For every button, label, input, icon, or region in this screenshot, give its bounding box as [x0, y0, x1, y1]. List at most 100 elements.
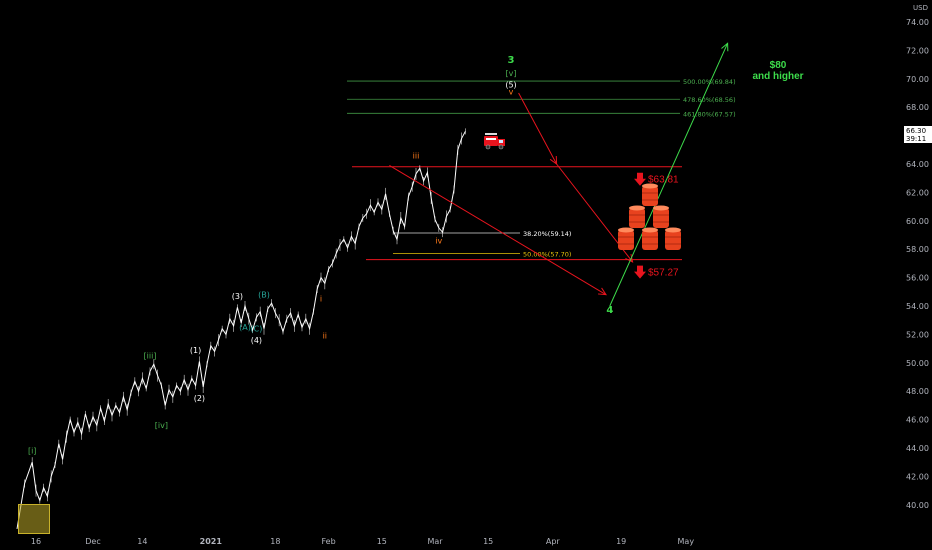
down-arrow-icon [634, 172, 646, 186]
barrel-top [618, 227, 634, 233]
wave-label: (5) [505, 80, 516, 89]
y-tick-label: 50.00 [906, 359, 929, 368]
oil-barrel-icon [618, 227, 634, 250]
barrel-body [629, 208, 645, 228]
last-price-countdown: 39:11 [906, 135, 927, 143]
truck-wheel [498, 144, 504, 150]
fib-level-label: 500.00%(69.84) [683, 78, 736, 86]
highlight-box [18, 504, 50, 534]
price-series [16, 128, 466, 529]
oil-barrel-icon [642, 227, 658, 250]
truck-window [499, 140, 503, 143]
wave-label: [iv] [155, 421, 168, 430]
y-tick-label: 70.00 [906, 75, 929, 84]
y-tick-label: 68.00 [906, 103, 929, 112]
wave-label: iii [413, 151, 420, 160]
oil-barrel-icon [653, 205, 669, 228]
x-tick-label: 15 [483, 537, 493, 546]
y-tick-label: 62.00 [906, 188, 929, 197]
oil-barrels-icon [618, 183, 681, 250]
oil-barrel-icon [642, 183, 658, 206]
barrel-body [642, 186, 658, 206]
wave-label: i [320, 295, 322, 304]
x-tick-label: 19 [616, 537, 626, 546]
wave-label: (B) [258, 290, 270, 299]
arrowhead-icon [721, 42, 729, 52]
wave-label: [i] [28, 447, 36, 456]
wave-label: (C) [250, 325, 262, 334]
y-tick-label: 52.00 [906, 330, 929, 339]
x-tick-label: Dec [85, 537, 100, 546]
x-tick-label: May [678, 537, 695, 546]
wave-label: (3) [232, 292, 243, 301]
barrel-body [653, 208, 669, 228]
oil-barrel-icon [665, 227, 681, 250]
last-price-badge: 66.30 39:11 [904, 126, 932, 143]
x-tick-label: 2021 [200, 537, 223, 546]
x-tick-label: Feb [322, 537, 336, 546]
fib-level-label: 38.20%(59.14) [523, 230, 571, 238]
wave-label: 3 [508, 55, 515, 66]
wave-label: 4 [606, 305, 613, 316]
y-tick-label: 72.00 [906, 46, 929, 55]
currency-label: USD [913, 4, 928, 12]
wave-label: iv [435, 237, 442, 246]
y-tick-label: 42.00 [906, 472, 929, 481]
level-lines: 500.00%(69.84) 478.60%(68.56) 461.80%(67.5… [347, 78, 736, 279]
barrel-top [642, 183, 658, 189]
x-axis: 16 Dec 14 2021 18 Feb 15 Mar 15 Apr 19 May [31, 537, 694, 546]
target-line-2: and higher [752, 71, 804, 82]
barrel-body [618, 230, 634, 250]
y-tick-label: 60.00 [906, 217, 929, 226]
forecast-line [609, 43, 729, 307]
x-tick-label: 15 [377, 537, 387, 546]
forecast-line [389, 164, 607, 296]
y-tick-label: 48.00 [906, 387, 929, 396]
forecast-line [518, 92, 558, 165]
target-annotation: $80 and higher [748, 60, 808, 82]
x-tick-label: Mar [427, 537, 443, 546]
truck-stripe [486, 138, 496, 140]
oil-barrel-icon [629, 205, 645, 228]
wave-label: (1) [190, 346, 201, 355]
x-tick-label: 16 [31, 537, 41, 546]
x-tick-label: 14 [137, 537, 147, 546]
truck-body [484, 136, 498, 146]
resistance-label: $57.27 [648, 268, 679, 279]
fib-level-label: 461.80%(67.57) [683, 110, 736, 118]
y-tick-label: 74.00 [906, 18, 929, 27]
icons [484, 133, 681, 250]
wave-label: ii [323, 332, 327, 341]
y-tick-label: 44.00 [906, 444, 929, 453]
barrel-top [653, 205, 669, 211]
y-tick-label: 64.00 [906, 160, 929, 169]
resistance-label: $63.81 [648, 175, 679, 186]
down-arrow-icon [634, 265, 646, 279]
y-tick-label: 46.00 [906, 416, 929, 425]
wave-label: v [509, 87, 514, 96]
y-tick-label: 58.00 [906, 245, 929, 254]
truck-wheel [485, 144, 491, 150]
y-tick-label: 54.00 [906, 302, 929, 311]
fib-level-label: 478.60%(68.56) [683, 96, 736, 104]
arrowhead-icon [597, 287, 607, 296]
wave-label: [v] [506, 69, 517, 78]
wave-label: [iii] [144, 352, 157, 361]
barrel-top [629, 205, 645, 211]
fib-level-label: 50.00%(57.70) [523, 250, 571, 258]
wave-label: (4) [251, 336, 262, 345]
wave-labels: [i][iii][iv](1)(2)(3)(4)(A)(B)(C)iiiiiii… [28, 55, 613, 456]
wave-label: (2) [194, 394, 205, 403]
wave-label: (A) [239, 323, 251, 332]
barrel-top [665, 227, 681, 233]
truck-ladder [485, 133, 497, 135]
x-tick-label: 18 [270, 537, 280, 546]
target-line-1: $80 [769, 60, 787, 71]
y-tick-label: 56.00 [906, 274, 929, 283]
y-tick-label: 40.00 [906, 501, 929, 510]
barrel-body [665, 230, 681, 250]
x-tick-label: Apr [546, 537, 561, 546]
y-axis: 74.0072.0070.0068.0066.0064.0062.0060.00… [906, 18, 929, 510]
